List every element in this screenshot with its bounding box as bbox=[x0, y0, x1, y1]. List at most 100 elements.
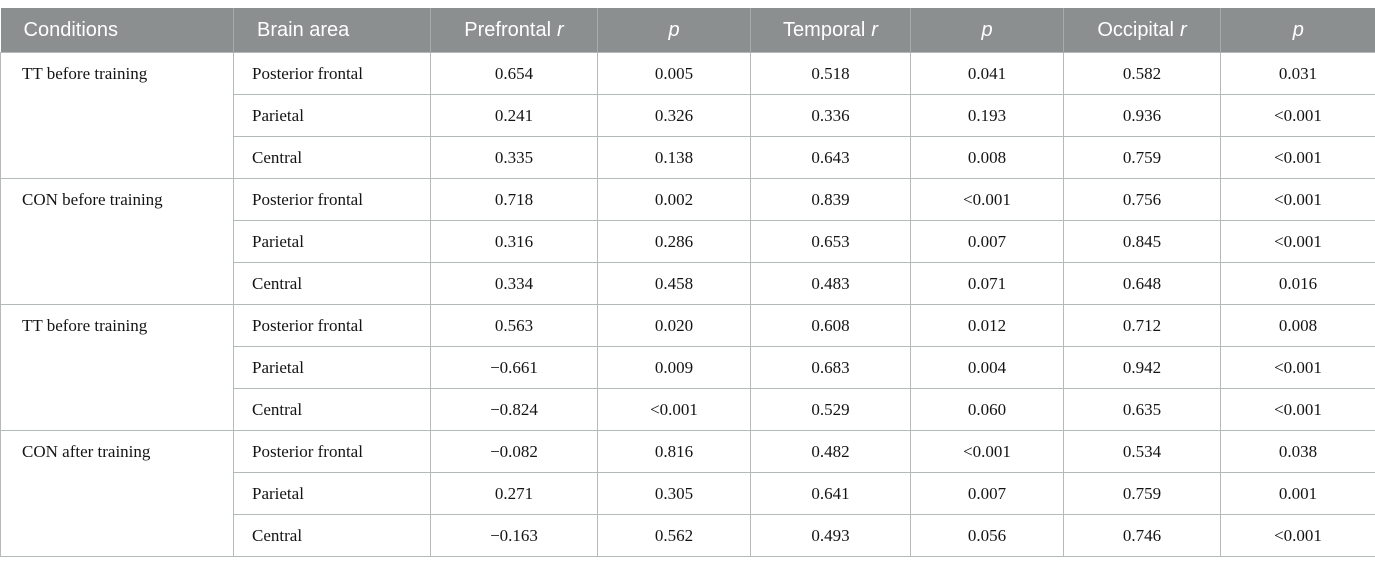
correlation-table: Conditions Brain area Prefrontal r p Temp… bbox=[0, 8, 1375, 557]
table-row: TT before training Posterior frontal 0.6… bbox=[0, 52, 1375, 179]
table-row: CON after training Posterior frontal −0.… bbox=[0, 430, 1375, 557]
value-cell: 0.038 bbox=[1220, 430, 1375, 473]
table-row: Parietal 0.316 0.286 0.653 0.007 0.845 <… bbox=[1, 220, 1375, 263]
value-cell: 0.582 bbox=[1063, 52, 1221, 95]
value-cell: <0.001 bbox=[1220, 220, 1375, 263]
value-cell: 0.518 bbox=[750, 52, 911, 95]
condition-cell: CON after training bbox=[0, 430, 234, 557]
value-cell: 0.641 bbox=[750, 472, 911, 515]
table-row: Parietal 0.241 0.326 0.336 0.193 0.936 <… bbox=[1, 94, 1375, 137]
value-cell: 0.718 bbox=[430, 178, 598, 221]
value-cell: 0.286 bbox=[597, 220, 751, 263]
value-cell: 0.316 bbox=[430, 220, 598, 263]
value-cell: 0.005 bbox=[597, 52, 751, 95]
value-cell: <0.001 bbox=[1220, 178, 1375, 221]
value-cell: 0.007 bbox=[910, 220, 1064, 263]
col-header-conditions: Conditions bbox=[0, 8, 234, 53]
header-row: Conditions Brain area Prefrontal r p Temp… bbox=[0, 8, 1375, 53]
value-cell: 0.008 bbox=[910, 136, 1064, 179]
value-cell: 0.335 bbox=[430, 136, 598, 179]
value-cell: 0.493 bbox=[750, 514, 911, 557]
brain-area-cell: Posterior frontal bbox=[233, 52, 431, 95]
condition-cell: TT before training bbox=[0, 52, 234, 179]
value-cell: 0.138 bbox=[597, 136, 751, 179]
table-row: Central 0.335 0.138 0.643 0.008 0.759 <0… bbox=[1, 136, 1375, 179]
value-cell: 0.563 bbox=[430, 304, 598, 347]
value-cell: 0.001 bbox=[1220, 472, 1375, 515]
value-cell: 0.608 bbox=[750, 304, 911, 347]
value-cell: 0.012 bbox=[910, 304, 1064, 347]
value-cell: 0.334 bbox=[430, 262, 598, 305]
value-cell: 0.031 bbox=[1220, 52, 1375, 95]
condition-cell: TT before training bbox=[0, 304, 234, 431]
value-cell: 0.654 bbox=[430, 52, 598, 95]
value-cell: <0.001 bbox=[1220, 346, 1375, 389]
col-header-p3: p bbox=[1220, 8, 1375, 53]
value-cell: 0.756 bbox=[1063, 178, 1221, 221]
value-cell: <0.001 bbox=[1220, 388, 1375, 431]
value-cell: 0.942 bbox=[1063, 346, 1221, 389]
brain-area-cell: Central bbox=[233, 514, 431, 557]
value-cell: 0.009 bbox=[597, 346, 751, 389]
col-header-p2: p bbox=[910, 8, 1064, 53]
table-row: Central −0.824 <0.001 0.529 0.060 0.635 … bbox=[1, 388, 1375, 431]
value-cell: 0.529 bbox=[750, 388, 911, 431]
value-cell: <0.001 bbox=[1220, 94, 1375, 137]
value-cell: 0.635 bbox=[1063, 388, 1221, 431]
brain-area-cell: Central bbox=[233, 136, 431, 179]
col-header-p1: p bbox=[597, 8, 751, 53]
value-cell: 0.746 bbox=[1063, 514, 1221, 557]
value-cell: 0.759 bbox=[1063, 472, 1221, 515]
value-cell: 0.839 bbox=[750, 178, 911, 221]
value-cell: 0.648 bbox=[1063, 262, 1221, 305]
value-cell: 0.759 bbox=[1063, 136, 1221, 179]
value-cell: 0.483 bbox=[750, 262, 911, 305]
value-cell: 0.683 bbox=[750, 346, 911, 389]
brain-area-cell: Posterior frontal bbox=[233, 430, 431, 473]
value-cell: −0.082 bbox=[430, 430, 598, 473]
value-cell: 0.712 bbox=[1063, 304, 1221, 347]
value-cell: 0.562 bbox=[597, 514, 751, 557]
condition-cell: CON before training bbox=[0, 178, 234, 305]
value-cell: −0.163 bbox=[430, 514, 598, 557]
value-cell: 0.458 bbox=[597, 262, 751, 305]
col-header-brain-area: Brain area bbox=[233, 8, 431, 53]
value-cell: 0.845 bbox=[1063, 220, 1221, 263]
col-header-temporal-r: Temporal r bbox=[750, 8, 911, 53]
value-cell: 0.016 bbox=[1220, 262, 1375, 305]
brain-area-cell: Posterior frontal bbox=[233, 178, 431, 221]
value-cell: 0.336 bbox=[750, 94, 911, 137]
table-row: Central 0.334 0.458 0.483 0.071 0.648 0.… bbox=[1, 262, 1375, 305]
value-cell: 0.482 bbox=[750, 430, 911, 473]
brain-area-cell: Parietal bbox=[233, 220, 431, 263]
value-cell: 0.936 bbox=[1063, 94, 1221, 137]
value-cell: −0.824 bbox=[430, 388, 598, 431]
table-row: Central −0.163 0.562 0.493 0.056 0.746 <… bbox=[1, 514, 1375, 557]
brain-area-cell: Central bbox=[233, 262, 431, 305]
value-cell: 0.041 bbox=[910, 52, 1064, 95]
value-cell: 0.241 bbox=[430, 94, 598, 137]
col-header-occipital-r: Occipital r bbox=[1063, 8, 1221, 53]
value-cell: 0.056 bbox=[910, 514, 1064, 557]
value-cell: <0.001 bbox=[910, 178, 1064, 221]
value-cell: 0.534 bbox=[1063, 430, 1221, 473]
value-cell: <0.001 bbox=[1220, 136, 1375, 179]
brain-area-cell: Posterior frontal bbox=[233, 304, 431, 347]
value-cell: <0.001 bbox=[910, 430, 1064, 473]
col-header-prefrontal-r: Prefrontal r bbox=[430, 8, 598, 53]
value-cell: 0.007 bbox=[910, 472, 1064, 515]
value-cell: 0.004 bbox=[910, 346, 1064, 389]
value-cell: 0.816 bbox=[597, 430, 751, 473]
value-cell: 0.643 bbox=[750, 136, 911, 179]
value-cell: 0.020 bbox=[597, 304, 751, 347]
value-cell: <0.001 bbox=[597, 388, 751, 431]
value-cell: 0.271 bbox=[430, 472, 598, 515]
value-cell: 0.326 bbox=[597, 94, 751, 137]
table-row: TT before training Posterior frontal 0.5… bbox=[0, 304, 1375, 431]
value-cell: 0.008 bbox=[1220, 304, 1375, 347]
value-cell: 0.653 bbox=[750, 220, 911, 263]
value-cell: 0.002 bbox=[597, 178, 751, 221]
value-cell: 0.060 bbox=[910, 388, 1064, 431]
brain-area-cell: Parietal bbox=[233, 472, 431, 515]
